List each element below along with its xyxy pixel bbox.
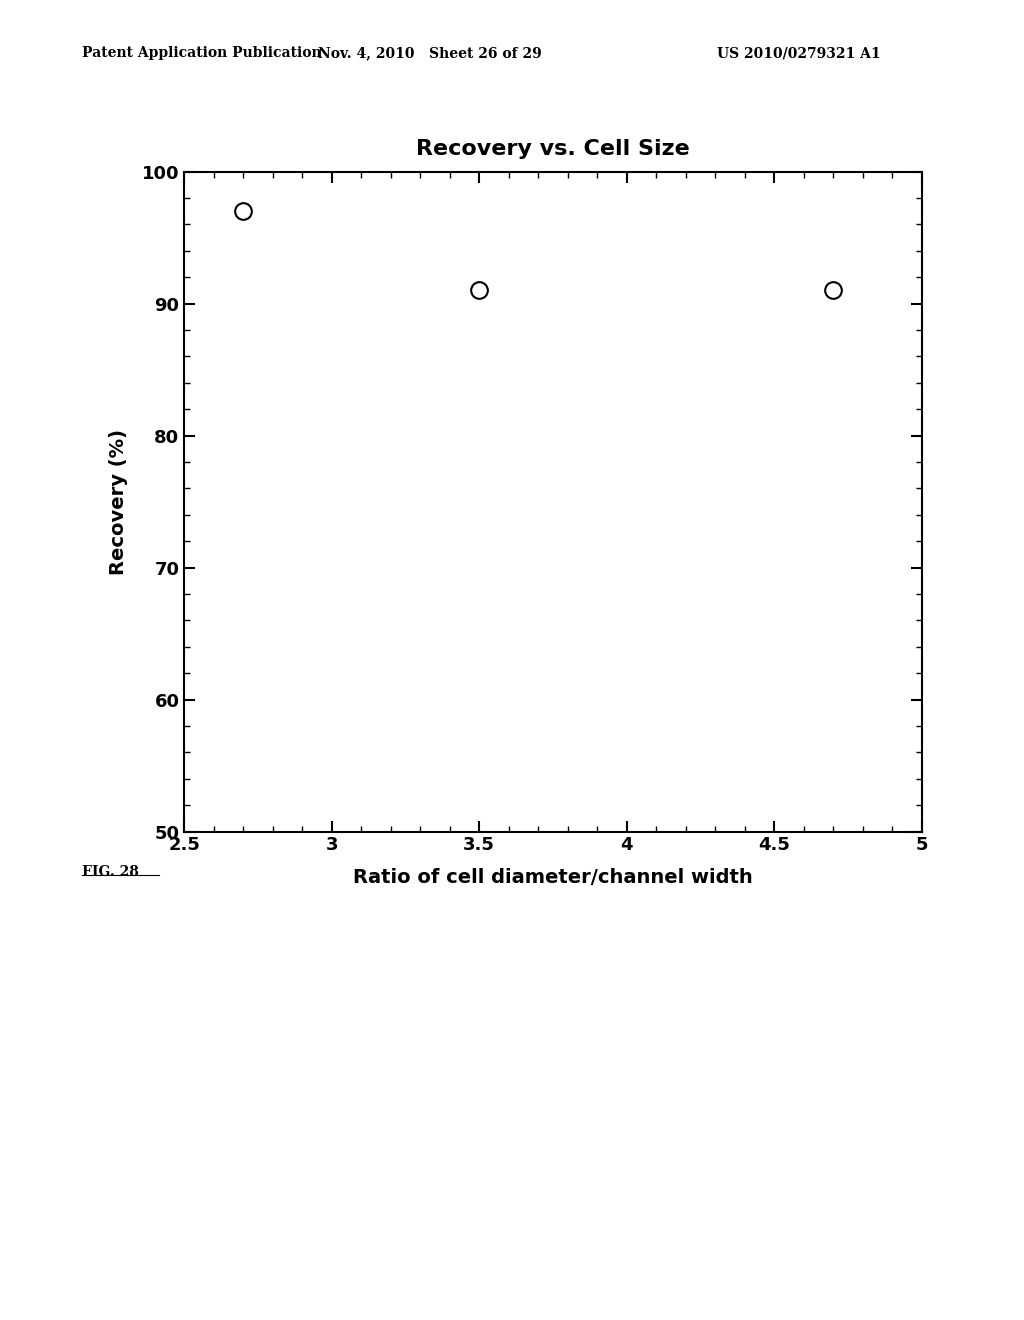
Text: Nov. 4, 2010   Sheet 26 of 29: Nov. 4, 2010 Sheet 26 of 29 bbox=[318, 46, 542, 61]
Title: Recovery vs. Cell Size: Recovery vs. Cell Size bbox=[416, 139, 690, 158]
Point bbox=[825, 280, 842, 301]
Text: Patent Application Publication: Patent Application Publication bbox=[82, 46, 322, 61]
Y-axis label: Recovery (%): Recovery (%) bbox=[110, 429, 128, 574]
Text: US 2010/0279321 A1: US 2010/0279321 A1 bbox=[717, 46, 881, 61]
X-axis label: Ratio of cell diameter/channel width: Ratio of cell diameter/channel width bbox=[353, 869, 753, 887]
Point bbox=[471, 280, 487, 301]
Text: FIG. 28: FIG. 28 bbox=[82, 865, 139, 879]
Point bbox=[236, 201, 252, 222]
